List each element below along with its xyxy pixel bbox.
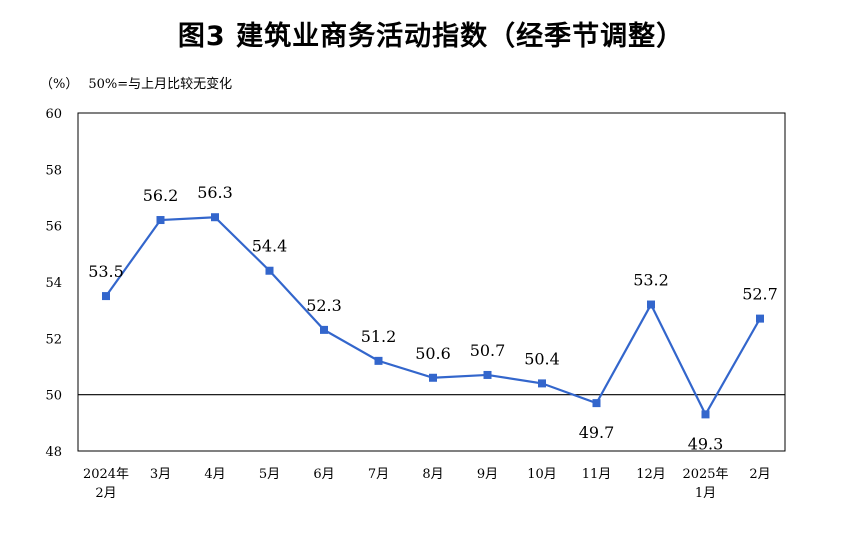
data-point <box>483 370 492 379</box>
unit-note: （%） 50%=与上月比较无变化 <box>40 73 232 92</box>
data-point <box>211 213 219 222</box>
data-point <box>156 216 165 225</box>
data-label: 52.7 <box>742 285 778 304</box>
x-axis-ticks: 2024年 2月 3月 4月 5月 6月 7月 8月 9月 10月 11月 12月 2025年 1月 2月 <box>83 467 771 501</box>
x-tick-label: 5月 <box>259 467 280 482</box>
y-tick-label: 50 <box>45 389 62 404</box>
data-label: 49.7 <box>579 423 615 442</box>
chart-title: 图3 建筑业商务活动指数（经季节调整） <box>177 21 685 52</box>
data-point <box>701 410 710 419</box>
y-tick-label: 60 <box>45 107 62 122</box>
data-labels: 53.5 56.2 56.3 54.4 52.3 51.2 50.6 50.7 50.4 49.7… <box>88 183 778 453</box>
y-axis-ticks: 48 50 52 54 56 58 60 <box>45 107 62 460</box>
data-point <box>320 325 328 334</box>
data-point <box>647 300 655 309</box>
x-tick-label: 6月 <box>313 467 334 482</box>
data-label: 53.2 <box>633 271 669 290</box>
x-tick-label: 9月 <box>477 467 498 482</box>
data-label: 52.3 <box>306 296 342 315</box>
x-tick-label: 2月 <box>749 467 770 482</box>
y-tick-label: 56 <box>45 220 62 235</box>
data-point <box>592 399 601 408</box>
data-label: 56.2 <box>143 186 179 205</box>
data-label: 51.2 <box>361 327 397 346</box>
data-label: 49.3 <box>688 434 724 453</box>
data-point <box>538 379 546 388</box>
x-tick-label: 10月 <box>527 467 557 482</box>
data-label: 50.6 <box>415 344 451 363</box>
data-label: 50.4 <box>524 349 560 368</box>
y-tick-label: 48 <box>45 445 62 460</box>
series-line <box>105 216 761 417</box>
series-markers <box>102 213 764 419</box>
data-label: 56.3 <box>197 183 233 202</box>
x-tick-label: 4月 <box>204 467 225 482</box>
x-tick-label: 2月 <box>95 486 116 501</box>
data-point <box>265 266 274 275</box>
unit-label: （%） <box>40 77 79 92</box>
baseline-note: 50%=与上月比较无变化 <box>88 77 233 92</box>
data-label: 50.7 <box>470 341 506 360</box>
x-tick-label: 11月 <box>582 467 612 482</box>
x-tick-label: 12月 <box>636 467 666 482</box>
y-tick-label: 52 <box>45 332 62 347</box>
x-tick-label: 2025年 <box>682 467 728 482</box>
x-tick-label: 1月 <box>695 486 716 501</box>
x-tick-label: 7月 <box>368 467 389 482</box>
y-tick-label: 58 <box>45 163 62 178</box>
x-tick-label: 3月 <box>150 467 171 482</box>
data-point <box>374 356 383 365</box>
data-point <box>429 373 437 382</box>
x-tick-label: 8月 <box>422 467 443 482</box>
plot-area-frame <box>77 112 786 452</box>
data-point <box>102 292 110 301</box>
data-point <box>756 314 764 323</box>
y-tick-label: 54 <box>45 276 62 291</box>
data-label: 53.5 <box>88 262 124 281</box>
data-label: 54.4 <box>252 237 288 256</box>
x-tick-label: 2024年 <box>83 467 129 482</box>
